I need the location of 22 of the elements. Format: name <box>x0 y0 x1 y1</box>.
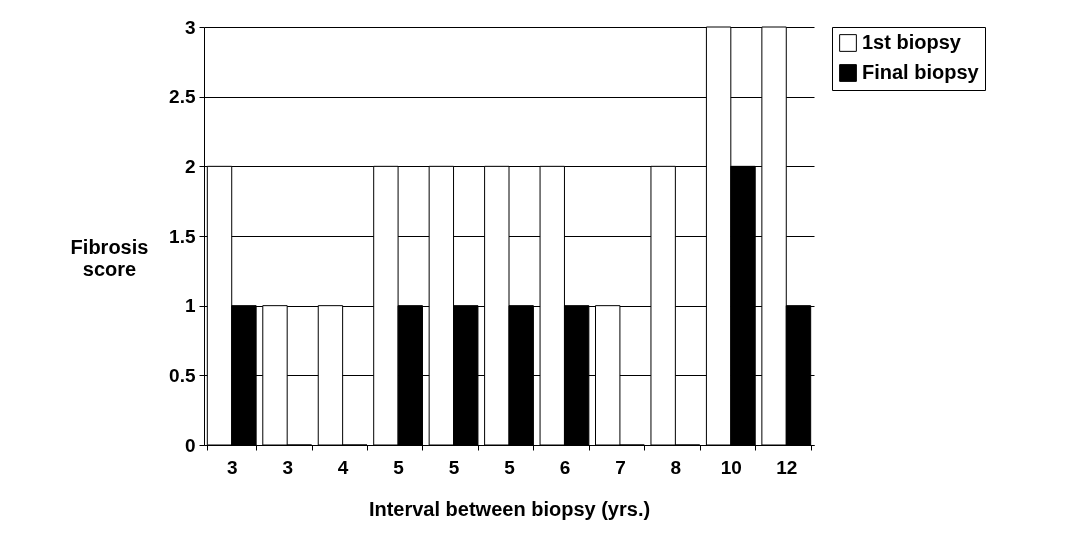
y-axis-title: Fibrosis score <box>70 235 149 280</box>
x-tick-label: 4 <box>337 456 349 478</box>
x-tick-label: 5 <box>448 456 460 478</box>
legend-label: 1st biopsy <box>862 31 962 53</box>
y-tick-label: 2.5 <box>169 86 196 108</box>
y-tick-label: 1 <box>184 295 196 317</box>
x-tick-label: 10 <box>720 456 742 478</box>
y-tick-label: 0.5 <box>169 364 196 386</box>
x-tick-label: 3 <box>226 456 238 478</box>
x-tick-label: 5 <box>504 456 516 478</box>
x-tick-label: 3 <box>282 456 293 478</box>
x-tick-label: 12 <box>776 456 798 478</box>
legend-label: Final biopsy <box>862 61 980 83</box>
x-tick-label: 7 <box>615 456 626 478</box>
x-tick-label: 8 <box>670 456 682 478</box>
x-tick-label: 6 <box>559 456 571 478</box>
x-axis-title: Interval between biopsy (yrs.) <box>368 497 651 520</box>
y-tick-label: 0 <box>184 434 196 456</box>
y-tick-label: 3 <box>184 16 196 38</box>
y-tick-label: 1.5 <box>169 225 196 247</box>
x-tick-label: 5 <box>393 456 405 478</box>
y-tick-label: 2 <box>184 155 196 177</box>
